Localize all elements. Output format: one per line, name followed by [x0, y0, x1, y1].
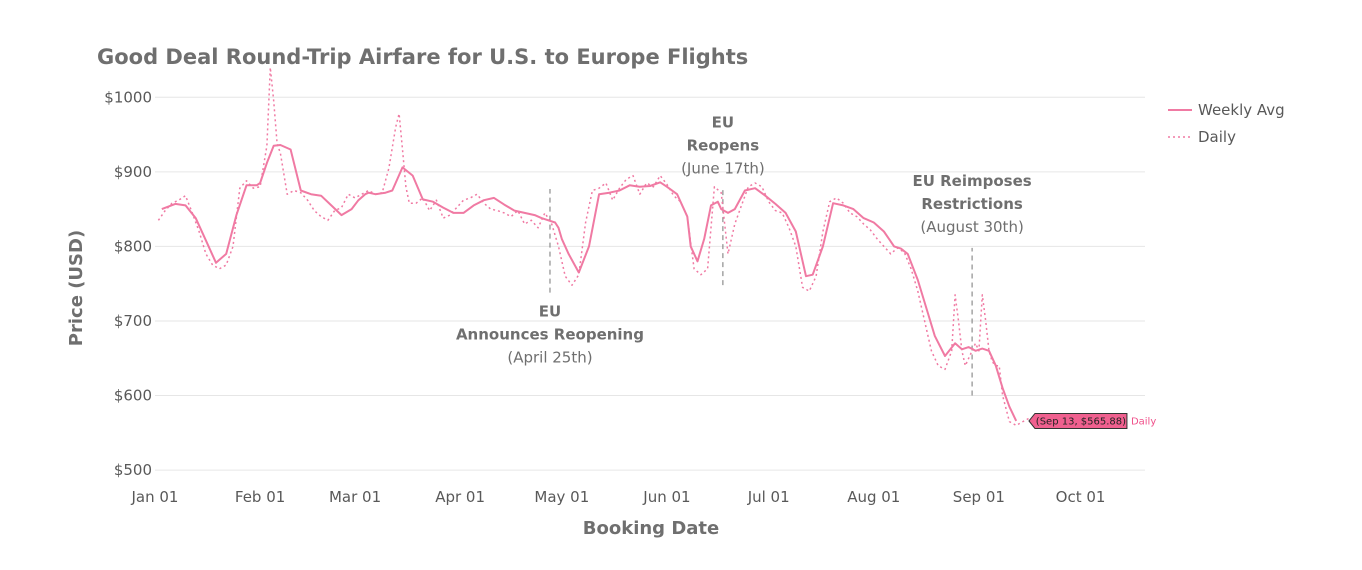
- x-tick-label: Feb 01: [235, 488, 285, 506]
- annotations: EU Announces Reopening (April 25th) EU Reope…: [456, 114, 1032, 396]
- annotation-text: Restrictions: [921, 195, 1023, 213]
- y-tick-label: $1000: [104, 88, 152, 106]
- y-axis-title: Price (USD): [66, 230, 87, 346]
- x-tick-label: Aug 01: [847, 488, 900, 506]
- series-line-weekly-avg: [161, 144, 1018, 422]
- x-tick-label: Sep 01: [953, 488, 1005, 506]
- chart-title: Good Deal Round-Trip Airfare for U.S. to…: [97, 45, 748, 69]
- y-axis-ticks: $500 $600 $700 $800 $900 $1000: [104, 88, 152, 479]
- x-tick-label: Jan 01: [131, 488, 179, 506]
- annotation-text: Announces Reopening: [456, 326, 644, 344]
- y-tick-label: $700: [114, 312, 152, 330]
- y-tick-label: $900: [114, 163, 152, 181]
- annotation-text: Reopens: [687, 137, 760, 155]
- annotation-text: EU: [539, 303, 561, 321]
- legend-item-daily[interactable]: Daily: [1168, 128, 1236, 146]
- x-axis-ticks: Jan 01 Feb 01 Mar 01 Apr 01 May 01 Jun 01 Jul …: [131, 488, 1106, 506]
- annotation-text: (June 17th): [681, 160, 765, 178]
- y-tick-label: $500: [114, 461, 152, 479]
- x-tick-label: Oct 01: [1056, 488, 1106, 506]
- series-lines: [157, 66, 1031, 427]
- tooltip-box: [1028, 412, 1128, 429]
- x-tick-label: Mar 01: [329, 488, 381, 506]
- x-tick-label: May 01: [534, 488, 589, 506]
- tooltip-value: (Sep 13, $565.88): [1036, 416, 1126, 427]
- series-line-daily: [157, 66, 1031, 427]
- legend-label-daily: Daily: [1198, 128, 1236, 146]
- hover-tooltip: (Sep 13, $565.88) Daily: [1028, 412, 1156, 429]
- y-tick-label: $800: [114, 237, 152, 255]
- x-axis-title: Booking Date: [583, 518, 719, 539]
- x-tick-label: Jun 01: [642, 488, 690, 506]
- annotation-text: EU: [712, 114, 734, 132]
- y-tick-label: $600: [114, 387, 152, 405]
- x-tick-label: Apr 01: [435, 488, 485, 506]
- legend-label-weekly-avg: Weekly Avg: [1198, 101, 1285, 119]
- annotation-text: EU Reimposes: [912, 172, 1031, 190]
- annotation-text: (April 25th): [507, 349, 592, 367]
- legend-item-weekly-avg[interactable]: Weekly Avg: [1168, 101, 1285, 119]
- grid-lines: [155, 96, 1145, 471]
- x-tick-label: Jul 01: [747, 488, 790, 506]
- tooltip-series-name: Daily: [1131, 416, 1156, 427]
- annotation-text: (August 30th): [920, 218, 1023, 236]
- legend: Weekly Avg Daily: [1168, 101, 1285, 146]
